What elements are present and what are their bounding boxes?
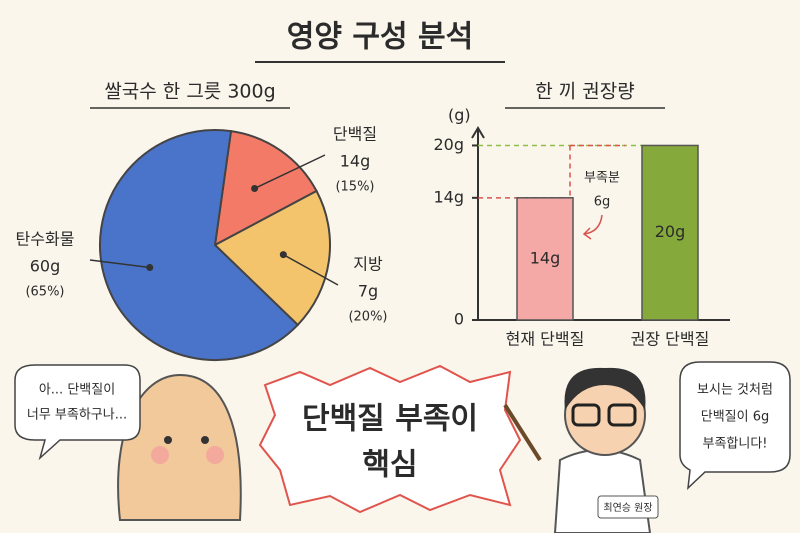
bubble-text: 아... 단백질이 (39, 383, 115, 398)
slice-label: 단백질 (333, 125, 377, 144)
doctor-coat (553, 449, 652, 533)
bar (641, 144, 699, 321)
slice-percent: (20%) (348, 310, 387, 325)
page-title: 영양 구성 분석 (287, 20, 474, 55)
pie-slice (99, 129, 300, 361)
slice-percent: (15%) (335, 180, 374, 195)
bar-value-label: 14g (530, 248, 561, 267)
bubble-text: 단백질이 6g (701, 410, 770, 425)
slice-amount: 60g (30, 257, 61, 276)
y-tick-label: 20g (433, 135, 464, 154)
pie-slice (213, 129, 318, 247)
bubble-text: 너무 부족하구나... (27, 408, 127, 423)
y-axis-label: (g) (448, 106, 471, 125)
patient-cheek (206, 446, 224, 464)
badge-text: 최연승 원장 (603, 502, 652, 514)
headline: 핵심 (362, 448, 417, 483)
annotation-arrow (582, 214, 603, 240)
doctor-glasses (607, 403, 637, 427)
name-badge (597, 495, 659, 519)
slice-label: 지방 (353, 255, 383, 274)
x-tick-label: 권장 단백질 (631, 330, 710, 349)
headline-burst (258, 364, 522, 514)
pie-slice (213, 189, 331, 327)
annotation: 6g (594, 195, 611, 210)
patient-eye (164, 436, 172, 444)
doctor-hair (564, 367, 646, 410)
patient-figure (117, 373, 242, 521)
patient-cheek (151, 446, 169, 464)
bar (516, 197, 574, 321)
y-tick-label: 0 (454, 310, 464, 329)
bubble-text: 부족합니다! (702, 437, 767, 452)
y-tick-label: 14g (433, 187, 464, 206)
chart-title: 쌀국수 한 그릇 300g (104, 81, 275, 103)
pointer (503, 403, 542, 462)
speech-bubble (14, 364, 141, 461)
doctor-glasses (571, 403, 601, 427)
slice-amount: 7g (358, 282, 378, 301)
chart-title: 한 끼 권장량 (535, 81, 634, 103)
y-axis-arrow (471, 126, 485, 139)
bubble-text: 보시는 것처럼 (697, 383, 773, 398)
slice-label: 탄수화물 (16, 230, 75, 249)
x-tick-label: 현재 단백질 (506, 330, 585, 349)
annotation: 부족분 (584, 171, 620, 186)
patient-eye (201, 436, 209, 444)
leader-line (254, 154, 326, 190)
slice-percent: (65%) (25, 285, 64, 300)
speech-bubble (679, 361, 791, 490)
leader-line (89, 259, 150, 269)
slice-amount: 14g (340, 152, 371, 171)
bar-value-label: 20g (655, 222, 686, 241)
headline: 단백질 부족이 (302, 402, 478, 437)
leader-line (282, 253, 339, 286)
